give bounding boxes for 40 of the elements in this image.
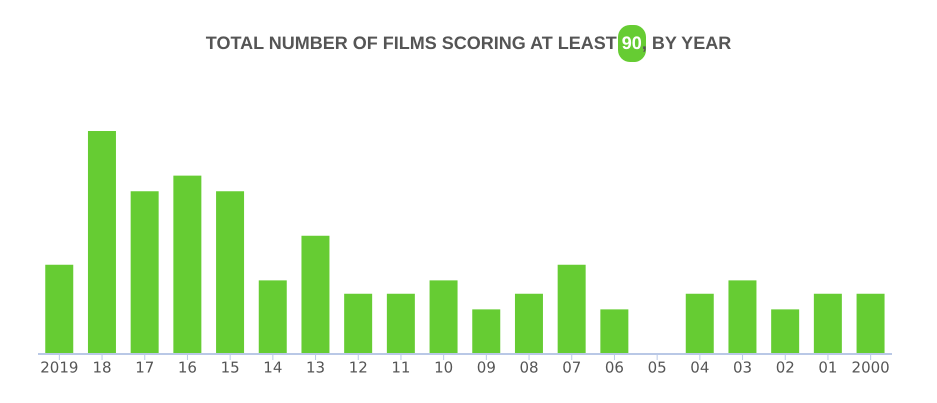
bar: [771, 309, 800, 354]
bar: [301, 236, 330, 354]
bar: [130, 191, 159, 354]
bar: [600, 309, 628, 354]
bar: [216, 191, 244, 354]
x-tick-label: 06: [604, 358, 624, 377]
bar: [856, 294, 885, 354]
bar: [344, 294, 372, 354]
bar: [88, 131, 116, 354]
x-tick-label: 12: [348, 358, 368, 377]
x-tick-label: 18: [92, 358, 112, 377]
x-tick-label: 09: [476, 358, 496, 377]
bar: [728, 280, 756, 354]
bar: [173, 176, 202, 354]
bar: [814, 294, 842, 354]
bar: [472, 309, 500, 354]
x-tick-label: 03: [733, 358, 752, 377]
x-tick-label: 05: [648, 358, 667, 377]
bar: [258, 280, 287, 354]
x-tick-label: 2000: [852, 358, 890, 377]
x-tick-label: 04: [690, 358, 710, 377]
x-tick-label: 2019: [40, 358, 78, 377]
x-tick-label: 01: [818, 358, 838, 377]
x-tick-label: 07: [562, 358, 582, 377]
bar: [430, 280, 458, 354]
bar: [686, 294, 714, 354]
x-tick-label: 16: [178, 358, 197, 377]
x-tick-label: 15: [220, 358, 240, 377]
x-tick-label: 14: [263, 358, 282, 377]
bar: [45, 264, 74, 354]
chart-title: TOTAL NUMBER OF FILMS SCORING AT LEAST 90, BY YEAR: [206, 32, 732, 54]
bar: [386, 294, 415, 354]
x-tick-label: 02: [776, 358, 795, 377]
x-tick-label: 11: [391, 358, 410, 377]
bar: [558, 264, 586, 354]
x-tick-label: 10: [434, 358, 454, 377]
bar: [514, 294, 543, 354]
x-tick-label: 17: [135, 358, 154, 377]
x-tick-label: 08: [520, 358, 539, 377]
x-tick-label: 13: [306, 358, 326, 377]
